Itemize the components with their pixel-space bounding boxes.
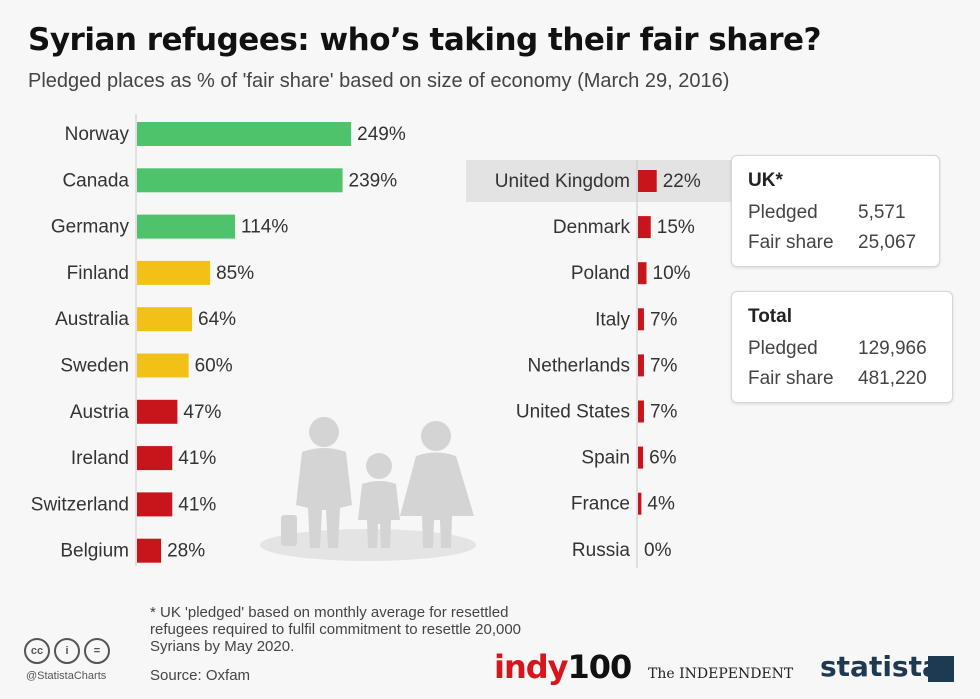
category-label: Denmark	[553, 217, 631, 238]
bar	[137, 492, 173, 517]
value-label: 41%	[178, 448, 216, 469]
value-label: 239%	[349, 170, 398, 191]
bar	[638, 216, 651, 239]
category-label: United Kingdom	[495, 171, 630, 192]
source-note: Source: Oxfam	[150, 667, 251, 684]
category-label: Sweden	[60, 356, 129, 377]
category-label: France	[571, 494, 630, 515]
value-label: 47%	[183, 402, 221, 423]
value-label: 7%	[650, 309, 678, 330]
bar	[638, 492, 642, 515]
category-label: United States	[516, 402, 630, 423]
indy100-logo[interactable]: indy100	[494, 648, 632, 686]
uk-fair-share-value: 25,067	[858, 232, 917, 253]
category-label: Poland	[571, 263, 630, 284]
category-label: Switzerland	[31, 494, 129, 515]
value-label: 114%	[241, 217, 288, 238]
creative-commons-icon[interactable]: cc	[24, 638, 50, 664]
value-label: 28%	[167, 541, 205, 562]
category-label: Italy	[595, 309, 630, 330]
uk-info-box: UK* Pledged 5,571 Fair share 25,067	[731, 155, 940, 267]
category-label: Germany	[51, 217, 130, 238]
no-derivatives-icon[interactable]: =	[84, 638, 110, 664]
value-label: 22%	[663, 171, 701, 192]
statista-handle[interactable]: @StatistaCharts	[26, 670, 107, 682]
total-info-box: Total Pledged 129,966 Fair share 481,220	[731, 291, 953, 403]
category-label: Norway	[65, 124, 130, 145]
value-label: 15%	[657, 217, 695, 238]
attribution-icon[interactable]: i	[54, 638, 80, 664]
bar	[137, 353, 189, 378]
bar	[638, 400, 644, 423]
value-label: 249%	[357, 124, 406, 145]
uk-box-title: UK*	[748, 170, 783, 191]
bar	[137, 122, 352, 146]
bar	[137, 307, 193, 332]
family-silhouette-icon	[260, 417, 476, 561]
highlight-band	[466, 160, 735, 202]
statista-logo[interactable]: statista	[820, 650, 941, 683]
uk-pledged-value: 5,571	[858, 202, 906, 223]
category-label: Canada	[62, 170, 129, 191]
category-label: Ireland	[71, 448, 129, 469]
value-label: 41%	[178, 494, 216, 515]
total-box-title: Total	[748, 306, 792, 327]
uk-pledged-label: Pledged	[748, 202, 818, 223]
independent-logo[interactable]: The INDEPENDENT	[648, 666, 794, 682]
value-label: 7%	[650, 355, 678, 376]
value-label: 7%	[650, 402, 678, 423]
value-label: 85%	[216, 263, 254, 284]
bar	[137, 214, 236, 239]
statista-mark-icon	[928, 656, 954, 682]
category-label: Belgium	[60, 541, 129, 562]
bar	[638, 262, 647, 285]
value-label: 6%	[649, 448, 677, 469]
bar	[137, 399, 178, 424]
bar	[638, 446, 644, 469]
bar	[638, 170, 657, 192]
total-fair-share-label: Fair share	[748, 368, 834, 389]
chart-title: Syrian refugees: who’s taking their fair…	[28, 22, 822, 58]
category-label: Finland	[67, 263, 129, 284]
bar	[137, 168, 343, 193]
total-pledged-value: 129,966	[858, 338, 927, 359]
category-label: Netherlands	[528, 355, 630, 376]
value-label: 60%	[195, 356, 233, 377]
bar	[638, 354, 644, 377]
value-label: 10%	[653, 263, 691, 284]
bar	[137, 260, 211, 285]
chart-subtitle: Pledged places as % of 'fair share' base…	[28, 70, 730, 92]
value-label: 4%	[647, 494, 675, 515]
bar	[638, 308, 644, 331]
bar	[137, 446, 173, 471]
uk-fair-share-label: Fair share	[748, 232, 834, 253]
category-label: Austria	[70, 402, 130, 423]
total-pledged-label: Pledged	[748, 338, 818, 359]
value-label: 0%	[644, 540, 672, 561]
category-label: Spain	[581, 448, 630, 469]
bar-panel-left: Norway 249% Canada 239% Germany 114% Finland 85…	[31, 114, 406, 566]
bar-panel-right: United Kingdom 22% Denmark 15% Poland 10% Ital…	[466, 160, 735, 568]
footnote: * UK 'pledged' based on monthly average …	[150, 604, 522, 655]
category-label: Australia	[55, 309, 129, 330]
license-icons: cc i =	[24, 638, 110, 664]
bar	[137, 538, 162, 563]
value-label: 64%	[198, 309, 236, 330]
total-fair-share-value: 481,220	[858, 368, 927, 389]
category-label: Russia	[572, 540, 631, 561]
